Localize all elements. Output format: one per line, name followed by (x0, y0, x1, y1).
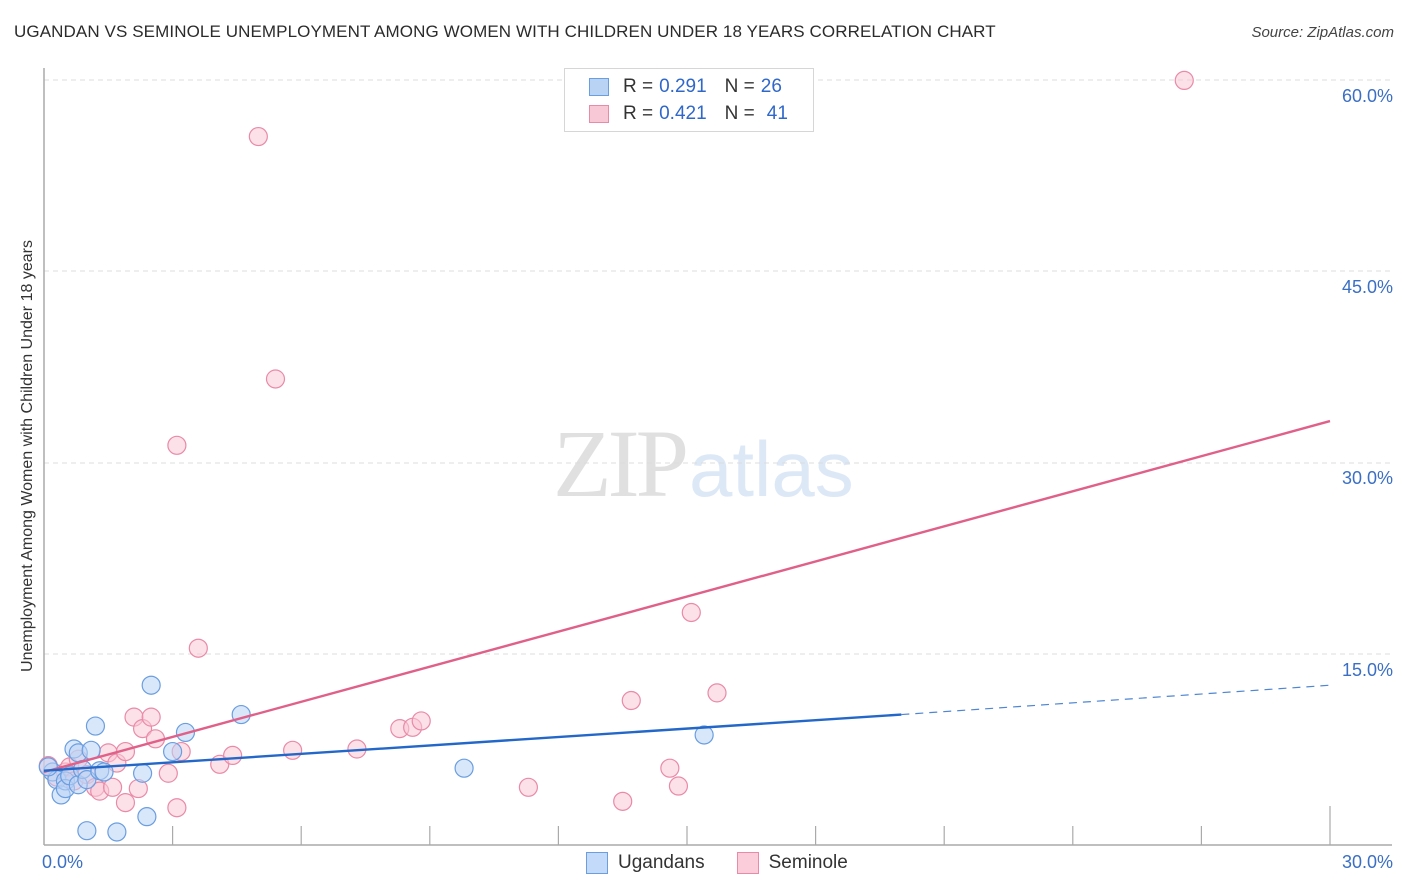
r-value: 0.291 (659, 76, 707, 97)
y-tick-45: 45.0% (1341, 277, 1393, 297)
legend-row-ugandans: R = 0.291 N = 26 (589, 75, 782, 99)
n-label: N = (724, 76, 755, 97)
legend-item-ugandans[interactable]: Ugandans (586, 852, 705, 874)
legend-row-seminole: R = 0.421 N = 41 (589, 102, 788, 126)
data-point (223, 745, 243, 766)
data-point (38, 757, 58, 777)
legend-label-seminole: Seminole (768, 852, 848, 873)
chart-title: UGANDAN VS SEMINOLE UNEMPLOYMENT AMONG W… (14, 22, 996, 41)
data-point (1174, 70, 1194, 91)
data-point (141, 707, 161, 727)
x-tick-0: 0.0% (42, 852, 84, 872)
source-label: Source: ZipAtlas.com (1251, 24, 1394, 41)
data-point (681, 602, 701, 623)
seminole-points (38, 70, 1194, 818)
data-point (77, 821, 97, 841)
series-legend: Ugandans Seminole (586, 852, 880, 874)
data-point (137, 807, 157, 827)
y-tick-15: 15.0% (1341, 660, 1393, 680)
n-value: 41 (766, 103, 788, 124)
data-point (613, 791, 633, 811)
data-point (141, 675, 161, 695)
data-point (167, 435, 187, 455)
data-point (707, 683, 727, 703)
data-point (621, 690, 641, 711)
y-axis-label: Unemployment Among Women with Children U… (19, 240, 36, 672)
seminole-trend-line (43, 419, 1331, 774)
data-point (102, 777, 123, 797)
y-tick-60: 60.0% (1341, 86, 1393, 106)
r-label: R = (623, 76, 654, 97)
n-label: N = (724, 103, 755, 124)
data-point (158, 763, 178, 783)
data-point (248, 126, 268, 147)
x-ticks (172, 806, 1331, 845)
ugandans-points (38, 675, 714, 842)
data-point (668, 776, 689, 796)
data-point (85, 716, 106, 736)
trend-lines (43, 419, 1331, 774)
data-point (132, 763, 153, 783)
correlation-legend: R = 0.291 N = 26 R = 0.421 N = 41 (564, 68, 814, 132)
r-value: 0.421 (659, 103, 707, 124)
data-point (163, 741, 183, 762)
ugandans-trend-line (43, 713, 902, 772)
gridlines (44, 79, 1392, 655)
n-value: 26 (760, 76, 782, 97)
ugandans-swatch (586, 852, 608, 874)
data-point (107, 822, 127, 842)
seminole-swatch (736, 852, 759, 874)
data-point (660, 758, 680, 778)
seminole-swatch (589, 105, 609, 123)
axes (43, 68, 1392, 846)
data-point (265, 369, 286, 389)
data-point (188, 638, 208, 658)
x-tick-30: 30.0% (1341, 852, 1393, 872)
ugandans-swatch (589, 78, 609, 96)
data-point (454, 758, 474, 778)
data-point (167, 798, 187, 818)
data-point (283, 740, 303, 760)
r-label: R = (623, 103, 654, 124)
data-point (518, 777, 538, 797)
legend-label-ugandans: Ugandans (618, 852, 705, 873)
legend-item-seminole[interactable]: Seminole (736, 852, 848, 874)
ugandans-trend-extrapolation (901, 684, 1331, 716)
data-point (411, 711, 431, 731)
data-point (115, 793, 136, 813)
data-point (694, 725, 714, 745)
y-tick-30: 30.0% (1341, 468, 1393, 488)
